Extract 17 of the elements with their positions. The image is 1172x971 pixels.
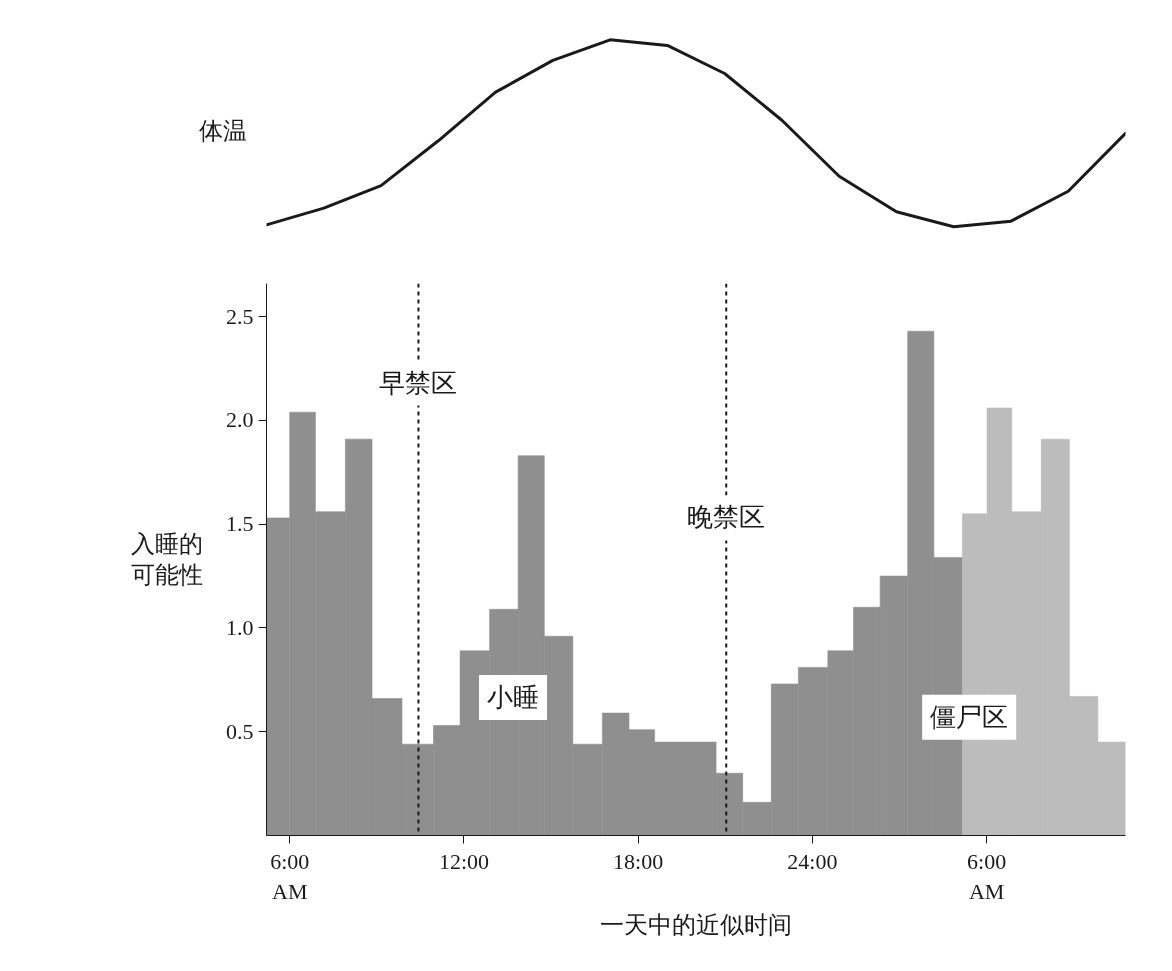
y-tick-label: 2.5: [226, 303, 254, 329]
y-tick-label: 2.0: [226, 407, 254, 433]
x-tick-label: 24:00: [787, 848, 838, 874]
annotation: 僵尸区: [930, 702, 1009, 732]
annotation: 小睡: [487, 683, 540, 712]
y-axis-title: 体温: [198, 117, 247, 144]
annotation: 晚禁区: [687, 503, 766, 533]
x-tick-label: 6:00 AM: [270, 848, 310, 904]
x-axis-title: 一天中的近似时间: [600, 911, 792, 938]
x-tick-label: 12:00: [438, 848, 490, 874]
x-tick-label: 18:00: [613, 848, 664, 874]
annotation: 早禁区: [379, 368, 458, 398]
y-tick-label: 0.5: [226, 718, 254, 744]
y-axis-title: 入睡的可能性: [131, 530, 203, 589]
y-tick-label: 1.0: [226, 614, 254, 640]
x-tick-label: 6:00 AM: [967, 848, 1007, 904]
y-tick-label: 1.5: [226, 511, 254, 537]
